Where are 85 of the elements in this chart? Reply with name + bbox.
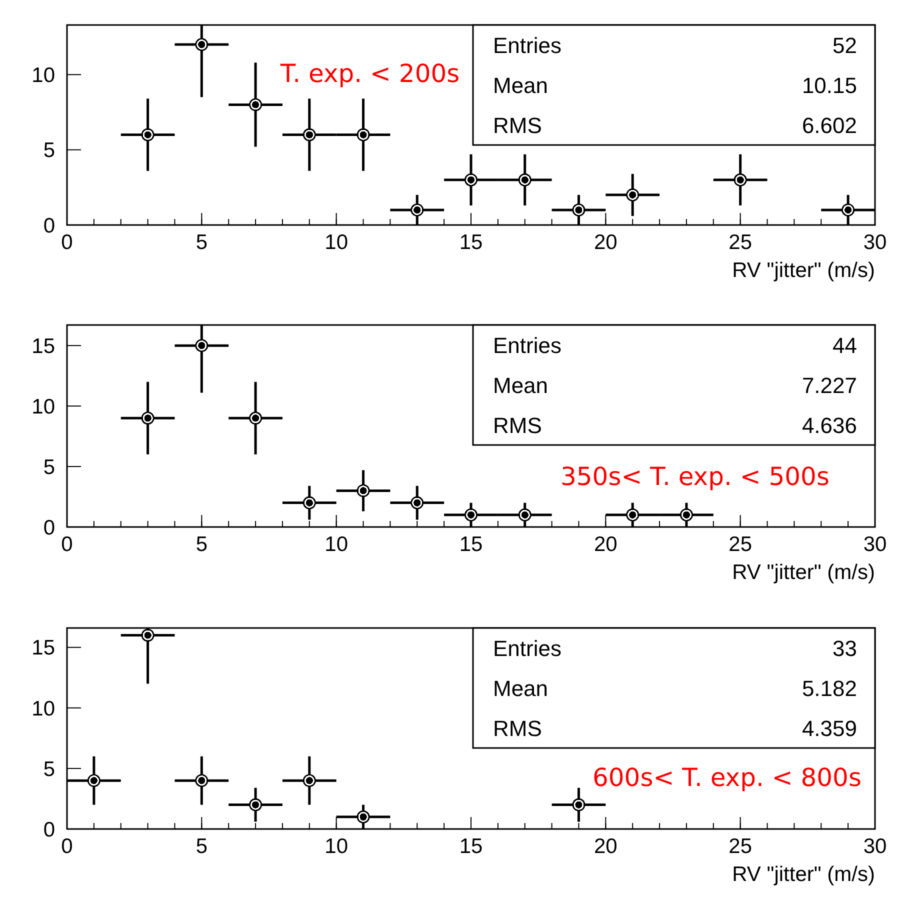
x-tick-label: 15 <box>459 533 483 556</box>
point <box>842 203 855 216</box>
point <box>302 128 316 142</box>
annotation: Entries <box>493 33 562 58</box>
annotation: 10.15 <box>802 73 857 98</box>
y-tick-label: 10 <box>32 64 55 87</box>
x-tick-label: 25 <box>728 533 752 556</box>
y-tick-label: 10 <box>32 697 55 720</box>
point <box>195 774 208 788</box>
y-tick-label: 15 <box>32 636 55 660</box>
point <box>518 508 532 522</box>
point <box>356 810 370 824</box>
annotation: Mean <box>493 73 548 98</box>
point <box>249 412 262 425</box>
y-tick-label: 0 <box>43 214 55 238</box>
point <box>572 798 586 812</box>
x-tick-label: 10 <box>324 533 348 556</box>
annotation: 6.602 <box>802 113 857 138</box>
annotation: Entries <box>493 636 562 661</box>
x-tick-label: 20 <box>594 231 618 254</box>
x-tick-label: 25 <box>728 231 752 254</box>
x-tick-label: 30 <box>863 835 887 858</box>
x-tick-label: 0 <box>61 835 73 858</box>
x-tick-label: 5 <box>196 533 208 556</box>
x-tick-label: 0 <box>61 533 73 556</box>
point <box>626 188 640 202</box>
point <box>141 628 154 642</box>
point <box>141 412 154 425</box>
annotation: 350s< T. exp. < 500s <box>560 462 830 491</box>
x-tick-label: 20 <box>594 533 618 556</box>
y-tick-label: 5 <box>43 456 55 479</box>
x-tick-label: 30 <box>863 231 887 254</box>
annotation: Mean <box>493 676 548 701</box>
x-tick-label: 10 <box>324 835 348 858</box>
annotation: 600s< T. exp. < 800s <box>592 763 862 792</box>
point <box>410 203 424 216</box>
x-axis-title: RV "jitter" (m/s) <box>732 561 875 584</box>
point <box>356 484 370 498</box>
annotation: 33 <box>832 636 857 661</box>
point <box>249 98 262 112</box>
annotation: RMS <box>493 413 542 438</box>
x-tick-label: 15 <box>459 231 483 254</box>
y-tick-label: 0 <box>43 818 55 842</box>
x-tick-label: 10 <box>324 231 348 254</box>
x-tick-label: 15 <box>459 835 483 858</box>
x-tick-label: 0 <box>61 231 73 254</box>
annotation: RMS <box>493 113 542 138</box>
x-tick-label: 30 <box>863 533 887 556</box>
point <box>464 508 478 522</box>
y-tick-label: 15 <box>32 334 55 358</box>
annotation: T. exp. < 200s <box>279 59 460 88</box>
annotation: 5.182 <box>802 676 857 701</box>
x-tick-label: 25 <box>728 835 752 858</box>
annotation: 52 <box>832 33 857 58</box>
point <box>249 798 262 812</box>
annotation: Entries <box>493 333 562 358</box>
x-axis-title: RV "jitter" (m/s) <box>732 259 875 282</box>
point <box>302 496 316 510</box>
y-tick-label: 5 <box>43 139 55 162</box>
annotation: Mean <box>493 373 548 398</box>
y-tick-label: 0 <box>43 516 55 540</box>
point <box>195 38 208 52</box>
point <box>518 173 532 186</box>
x-axis-title: RV "jitter" (m/s) <box>732 863 875 886</box>
annotation: 4.636 <box>802 413 857 438</box>
point <box>302 774 316 788</box>
point <box>410 496 424 510</box>
point <box>572 203 586 216</box>
annotation: 44 <box>832 333 857 358</box>
point <box>464 173 478 186</box>
point <box>734 173 747 186</box>
annotation: 7.227 <box>802 373 857 398</box>
x-tick-label: 5 <box>196 835 208 858</box>
x-tick-label: 20 <box>594 835 618 858</box>
y-tick-label: 10 <box>32 395 55 418</box>
annotation: RMS <box>493 716 542 741</box>
point <box>141 128 154 142</box>
annotation: 4.359 <box>802 716 857 741</box>
y-tick-label: 5 <box>43 758 55 781</box>
x-tick-label: 5 <box>196 231 208 254</box>
point <box>356 128 370 142</box>
point <box>87 774 100 788</box>
point <box>626 508 640 522</box>
point <box>195 339 208 352</box>
point <box>680 508 693 522</box>
